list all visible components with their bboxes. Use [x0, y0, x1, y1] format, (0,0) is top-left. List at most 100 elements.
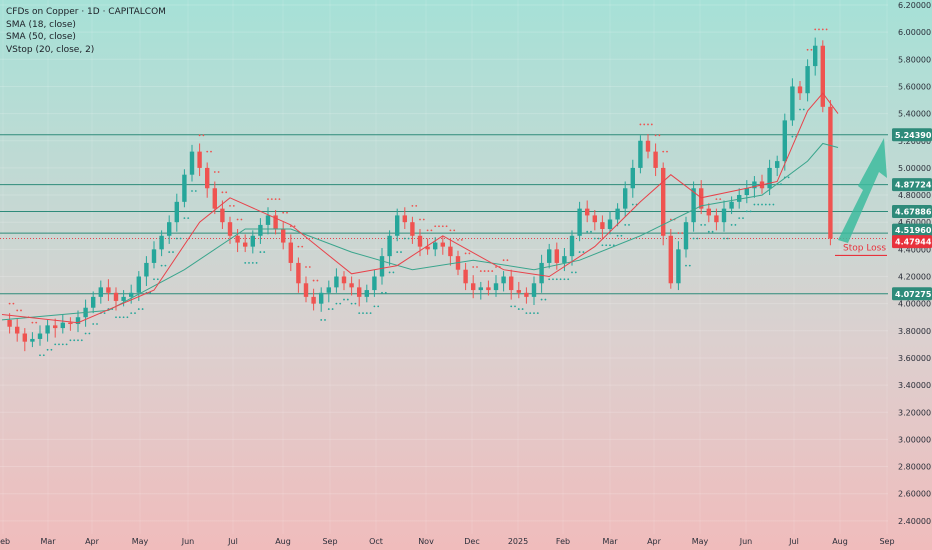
candle-body — [281, 228, 286, 243]
candle-body — [463, 269, 468, 284]
candle-body — [706, 208, 711, 216]
vstop-dot — [236, 218, 239, 221]
vstop-dot — [681, 232, 684, 234]
candle-body — [653, 151, 658, 168]
price-tick-label: 4.40000 — [898, 245, 931, 254]
price-badge — [892, 178, 932, 192]
candle-body — [15, 326, 20, 334]
vstop-dot — [616, 234, 619, 237]
price-badge — [892, 235, 932, 249]
vstop-dot — [61, 343, 64, 346]
vstop-dot — [723, 237, 725, 240]
vstop-dot — [730, 224, 733, 226]
vstop-dot — [293, 225, 296, 228]
vstop-dot — [799, 108, 801, 111]
vstop-dot — [373, 305, 376, 308]
candle-body — [296, 262, 301, 284]
vstop-dot — [259, 251, 262, 253]
vstop-dot — [210, 150, 212, 153]
price-axis[interactable]: 6.200006.000005.800005.600005.400005.200… — [898, 1, 931, 526]
stop-loss-marker: Stop Loss — [835, 243, 887, 257]
vstop-dot — [810, 48, 813, 51]
vstop-dot — [308, 266, 311, 268]
candle-body — [151, 249, 157, 263]
vstop-dot — [441, 225, 444, 228]
vstop-dot — [806, 48, 809, 51]
vstop-dot — [434, 225, 437, 228]
vstop-dot — [369, 312, 372, 315]
vstop-dot — [35, 321, 38, 324]
vstop-dot — [263, 251, 266, 253]
candle-body — [167, 222, 172, 236]
vstop-dot — [377, 305, 380, 308]
vstop-dot — [544, 298, 547, 301]
vstop-dot — [240, 218, 243, 221]
vstop-dot — [122, 316, 125, 319]
vstop-dot — [814, 28, 817, 31]
vstop-dot — [118, 316, 121, 319]
candle-body — [212, 188, 217, 209]
vstop-dot — [666, 150, 668, 153]
vstop-dot — [96, 323, 98, 325]
vstop-dot — [677, 232, 680, 234]
vstop-dot — [335, 302, 338, 305]
vstop-dot — [438, 225, 440, 228]
price-badge — [892, 223, 932, 237]
candle-body — [668, 235, 673, 284]
time-tick-label: Apr — [85, 537, 100, 546]
time-tick-label: Oct — [369, 537, 383, 546]
candle-body — [258, 224, 263, 236]
vstop-dot — [654, 134, 657, 137]
time-tick-label: Aug — [275, 537, 291, 546]
vstop-dot — [468, 252, 471, 255]
legend: CFDs on Copper · 1D · CAPITALCOM SMA (18… — [6, 6, 166, 56]
candle-body — [767, 167, 772, 189]
price-badges: 5.24390 4.87724 4.67886 4.51960 4.07275 4.479… — [892, 128, 932, 301]
vstop-dot — [658, 134, 661, 137]
vstop-dot — [8, 302, 11, 305]
vstop-dot — [787, 176, 790, 179]
legend-title[interactable]: CFDs on Copper · 1D · CAPITALCOM — [6, 7, 166, 17]
vstop-dot — [46, 348, 49, 351]
candle-body — [820, 45, 825, 107]
vstop-dot — [506, 259, 509, 262]
legend-sma50[interactable]: SMA (50, close) — [6, 32, 76, 42]
sma50-line — [1, 142, 839, 321]
vstop-dot — [31, 321, 34, 324]
vstop-dot — [137, 308, 140, 310]
vstop-dot — [700, 224, 703, 226]
vstop-dot — [711, 230, 714, 233]
time-tick-label: Aug — [832, 537, 848, 546]
candle-body — [676, 249, 681, 284]
candle-body — [91, 296, 96, 308]
candle-body — [417, 235, 423, 247]
candle-body — [402, 215, 407, 223]
vstop-dot — [764, 203, 767, 206]
candle-body — [319, 292, 324, 304]
candle-body — [60, 322, 65, 329]
candle-body — [592, 215, 597, 223]
vstop-dot — [362, 312, 364, 315]
vstop-dot — [267, 198, 269, 201]
candle-body — [471, 283, 476, 291]
time-axis[interactable]: Feb Mar Apr May Jun Jul Aug Sep Oct Nov Dec 2025 Feb… — [0, 537, 895, 546]
vstop-dot — [42, 354, 45, 357]
legend-vstop[interactable]: VStop (20, close, 2) — [6, 44, 95, 55]
vstop-dot — [825, 28, 828, 31]
legend-sma18[interactable]: SMA (18, close) — [6, 19, 76, 30]
vstop-dot — [761, 203, 763, 206]
candle-body — [486, 287, 491, 291]
vstop-dot — [487, 270, 490, 272]
vstop-dot — [198, 134, 201, 137]
price-tick-label: 3.60000 — [898, 354, 931, 363]
time-tick-label: Jul — [227, 537, 238, 546]
grid-lines — [0, 0, 888, 534]
vstop-dot — [601, 244, 604, 247]
candle-body — [554, 249, 559, 263]
vstop-dot — [753, 203, 756, 206]
candle-body — [7, 319, 12, 327]
time-tick-label: Jun — [181, 537, 195, 546]
vstop-dot — [650, 123, 653, 126]
vstop-dot — [191, 190, 193, 192]
